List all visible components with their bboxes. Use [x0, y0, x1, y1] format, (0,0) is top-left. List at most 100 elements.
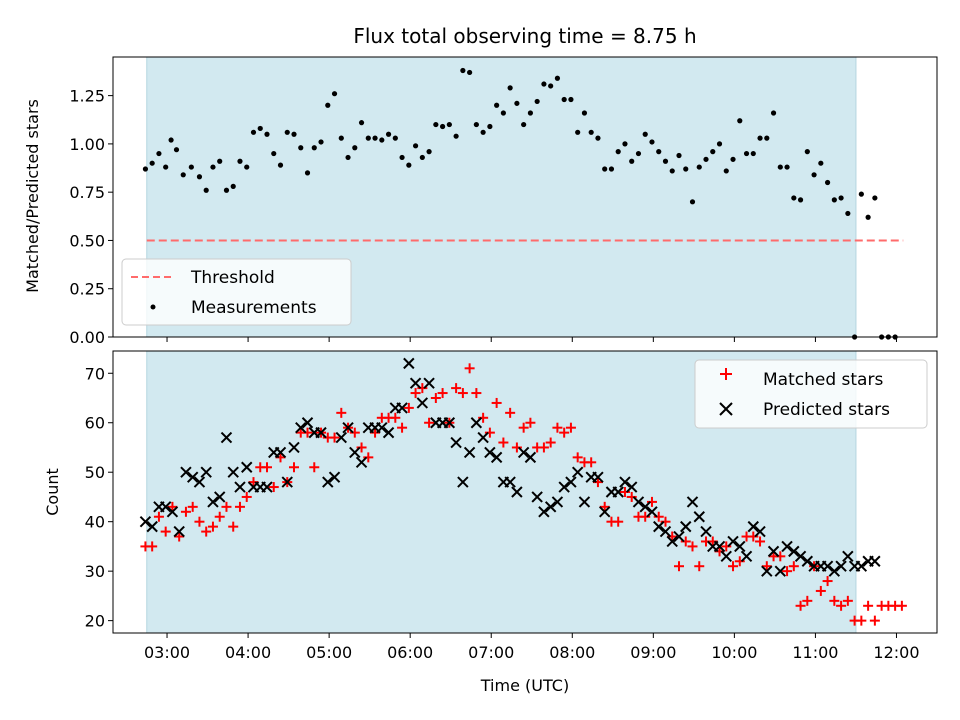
- matched-star-point: [694, 561, 705, 572]
- measurement-point: [257, 125, 263, 132]
- matched-star-point: [478, 412, 489, 423]
- bottom-axes-frame: [112, 350, 938, 634]
- matched-star-point: [714, 546, 725, 557]
- matched-star-point: [397, 422, 408, 433]
- y-tick-label: 0.50: [69, 231, 105, 250]
- measurement-point: [142, 166, 149, 172]
- predicted-star-point: [653, 520, 665, 533]
- measurement-point: [818, 160, 824, 166]
- measurement-point: [575, 129, 581, 135]
- matched-star-point: [201, 526, 212, 537]
- measurement-point: [649, 139, 655, 145]
- predicted-star-point: [592, 471, 604, 483]
- matched-star-point: [673, 561, 684, 572]
- matched-star-point: [896, 600, 907, 611]
- x-tick-label: 09:00: [630, 643, 676, 662]
- measurement-point: [824, 179, 831, 186]
- predicted-star-point: [193, 476, 206, 488]
- x-axis-label: Time (UTC): [480, 676, 569, 695]
- matched-star-point: [640, 511, 651, 522]
- predicted-star-point: [869, 555, 881, 567]
- ratio-panel: 0.00 0.25 0.50 0.75 1.00 1.25 Flux total obse…: [23, 24, 938, 347]
- matched-star-point: [721, 541, 732, 552]
- measurement-point: [237, 158, 243, 164]
- matched-star-point: [653, 511, 664, 522]
- matched-star-point: [417, 383, 428, 394]
- predicted-star-point: [288, 441, 300, 454]
- measurement-point: [865, 214, 871, 220]
- predicted-star-point: [139, 515, 152, 528]
- predicted-stars-points: [139, 357, 881, 577]
- y-tick-label: 1.25: [69, 87, 105, 106]
- matched-star-point: [680, 536, 691, 547]
- matched-star-point: [626, 491, 637, 502]
- matched-star-point: [329, 432, 340, 443]
- predicted-star-point: [754, 525, 766, 538]
- measurement-point: [737, 118, 743, 124]
- predicted-star-point: [207, 496, 219, 508]
- measurement-point: [210, 164, 216, 170]
- measurement-point: [467, 69, 473, 76]
- predicted-star-point: [146, 520, 158, 533]
- predicted-star-point: [531, 491, 543, 503]
- matched-star-point: [545, 437, 556, 448]
- matched-star-point: [471, 388, 482, 399]
- legend-matched-label: Matched stars: [763, 370, 883, 390]
- matched-star-point: [484, 427, 495, 438]
- measurement-point: [595, 135, 601, 141]
- measurement-point: [480, 129, 486, 135]
- matched-star-point: [221, 501, 232, 512]
- predicted-star-point: [274, 446, 287, 459]
- matched-star-point: [660, 516, 671, 527]
- predicted-star-point: [416, 397, 429, 409]
- measurement-point: [710, 149, 716, 155]
- measurement-point: [163, 164, 169, 170]
- matched-star-point: [822, 576, 833, 587]
- measurement-point: [784, 164, 790, 170]
- predicted-star-point: [376, 421, 388, 434]
- measurement-point: [365, 135, 371, 141]
- matched-star-point: [302, 427, 313, 438]
- top-x-ticks: [166, 337, 897, 342]
- predicted-star-point: [511, 486, 523, 498]
- matched-star-point: [552, 422, 563, 433]
- matched-star-point: [410, 388, 421, 399]
- measurement-point: [168, 137, 174, 143]
- predicted-star-point: [578, 496, 591, 508]
- measurement-point: [622, 141, 628, 147]
- measurement-point: [352, 145, 358, 151]
- predicted-star-point: [639, 501, 651, 513]
- matched-star-point: [619, 487, 630, 497]
- measurement-point: [521, 121, 527, 128]
- measurement-point: [568, 96, 574, 103]
- predicted-star-point: [220, 431, 233, 444]
- legend-measurements-label: Measurements: [191, 298, 317, 318]
- matched-legend-swatch: [720, 368, 732, 380]
- bottom-y-axis-label: Count: [43, 468, 62, 516]
- matched-star-point: [234, 501, 245, 512]
- measurement-point: [689, 199, 696, 205]
- matched-star-point: [241, 491, 252, 502]
- measurement-point: [791, 195, 797, 201]
- predicted-star-point: [335, 431, 347, 444]
- predicted-star-point: [774, 565, 787, 577]
- measurement-point: [716, 141, 723, 147]
- measurement-point: [608, 166, 615, 172]
- measurement-point: [804, 149, 810, 155]
- matched-star-point: [289, 462, 300, 473]
- matched-star-point: [403, 402, 414, 413]
- measurement-point: [156, 150, 162, 157]
- predicted-star-point: [214, 491, 226, 503]
- matched-star-point: [572, 452, 583, 463]
- predicted-star-point: [740, 550, 753, 563]
- predicted-star-point: [835, 560, 847, 572]
- predicted-star-point: [159, 501, 172, 513]
- measurement-point: [406, 162, 412, 168]
- matched-star-point: [829, 595, 840, 606]
- measurement-point: [730, 156, 736, 162]
- measurement-point: [277, 162, 284, 168]
- measurement-point: [473, 121, 479, 128]
- measurement-point: [683, 166, 689, 172]
- predicted-star-point: [166, 506, 179, 518]
- matched-star-point: [214, 511, 225, 522]
